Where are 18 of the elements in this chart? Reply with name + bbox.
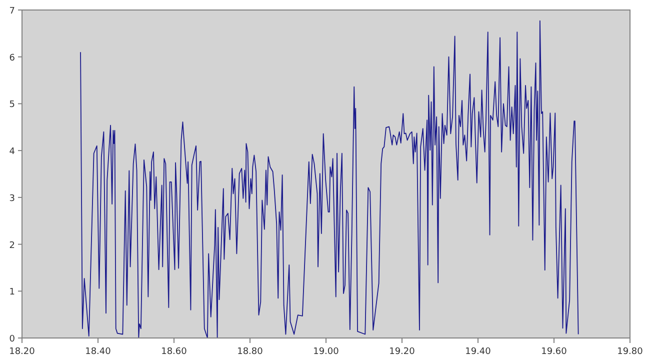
x-tick-label: 18.80: [237, 347, 264, 357]
y-tick-label: 0: [9, 334, 16, 344]
x-tick-label: 19.20: [389, 347, 416, 357]
y-tick-label: 1: [9, 288, 15, 298]
y-tick-label: 5: [9, 100, 15, 110]
line-series: [80, 20, 579, 338]
x-tick-label: 19.60: [541, 347, 568, 357]
y-tick-label: 6: [9, 53, 16, 64]
y-tick-label: 7: [9, 6, 15, 16]
x-tick-label: 18.60: [161, 347, 188, 357]
x-tick-label: 18.20: [9, 347, 36, 357]
y-tick-label: 4: [9, 147, 16, 158]
y-tick-label: 3: [9, 194, 15, 204]
x-tick-label: 19.00: [313, 347, 340, 357]
x-tick-label: 19.40: [465, 347, 492, 357]
x-tick-label: 19.80: [617, 347, 644, 357]
x-tick-label: 18.40: [85, 347, 112, 357]
y-tick-label: 2: [9, 240, 15, 251]
